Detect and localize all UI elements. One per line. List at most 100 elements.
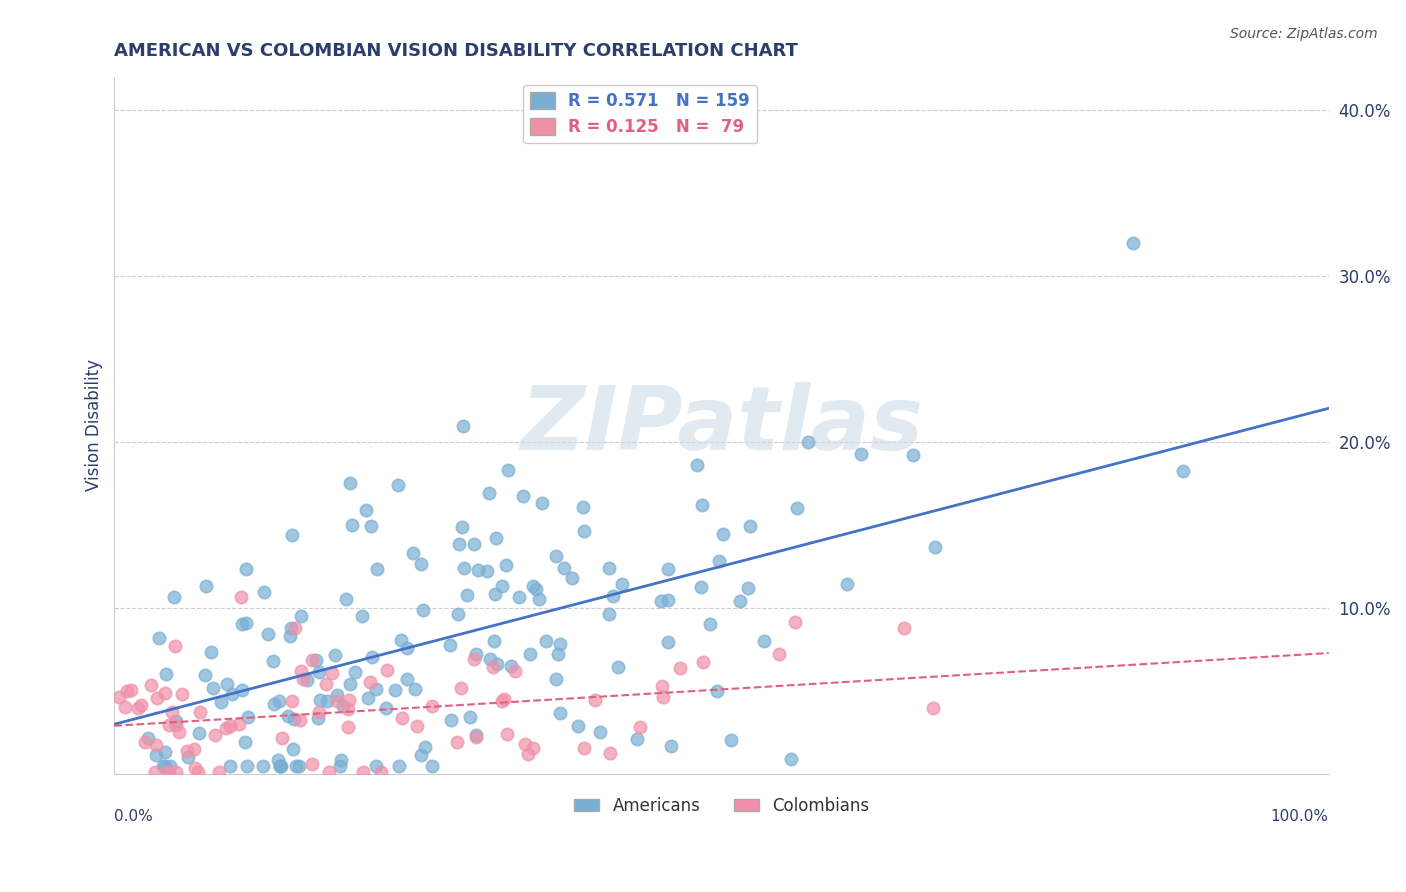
Point [464, 728, 486, 742]
Point [534, 633, 557, 648]
Point [200, 645, 222, 659]
Point [449, 537, 471, 551]
Point [194, 578, 217, 592]
Point [659, 739, 682, 754]
Point [657, 562, 679, 576]
Point [567, 719, 589, 733]
Point [463, 537, 485, 551]
Point [491, 579, 513, 593]
Point [360, 519, 382, 533]
Y-axis label: Vision Disability: Vision Disability [86, 359, 103, 491]
Point [463, 651, 485, 665]
Point [269, 759, 291, 773]
Point [406, 719, 429, 733]
Point [231, 616, 253, 631]
Point [233, 735, 256, 749]
Text: ZIPatlas: ZIPatlas [520, 382, 924, 469]
Text: 0.0%: 0.0% [114, 809, 153, 824]
Point [270, 759, 292, 773]
Point [657, 592, 679, 607]
Point [326, 688, 349, 702]
Point [547, 647, 569, 661]
Point [901, 448, 924, 462]
Point [323, 648, 346, 662]
Point [218, 759, 240, 773]
Point [465, 647, 488, 661]
Point [797, 434, 820, 449]
Point [522, 579, 544, 593]
Point [465, 730, 488, 744]
Point [215, 721, 238, 735]
Point [921, 701, 943, 715]
Point [318, 765, 340, 780]
Point [308, 705, 330, 719]
Point [692, 655, 714, 669]
Point [120, 682, 142, 697]
Point [495, 558, 517, 572]
Point [650, 594, 672, 608]
Point [589, 725, 612, 739]
Point [364, 759, 387, 773]
Point [389, 632, 412, 647]
Point [366, 681, 388, 696]
Point [139, 678, 162, 692]
Point [484, 586, 506, 600]
Point [228, 716, 250, 731]
Point [478, 485, 501, 500]
Point [283, 742, 305, 756]
Point [165, 714, 187, 728]
Point [269, 694, 291, 708]
Text: 100.0%: 100.0% [1271, 809, 1329, 824]
Point [501, 658, 523, 673]
Point [686, 458, 709, 472]
Point [699, 616, 721, 631]
Point [340, 518, 363, 533]
Point [768, 647, 790, 661]
Point [157, 765, 180, 780]
Point [668, 661, 690, 675]
Point [236, 759, 259, 773]
Point [165, 765, 187, 780]
Point [422, 759, 444, 773]
Point [108, 690, 131, 704]
Point [546, 549, 568, 563]
Point [157, 765, 180, 780]
Point [479, 652, 502, 666]
Point [292, 672, 315, 686]
Point [496, 463, 519, 477]
Point [145, 738, 167, 752]
Point [148, 632, 170, 646]
Point [209, 695, 232, 709]
Point [402, 546, 425, 560]
Point [387, 478, 409, 492]
Point [447, 607, 470, 622]
Point [176, 743, 198, 757]
Point [219, 719, 242, 733]
Point [598, 561, 620, 575]
Point [482, 633, 505, 648]
Point [512, 489, 534, 503]
Point [481, 659, 503, 673]
Point [229, 590, 252, 604]
Point [527, 591, 550, 606]
Point [163, 591, 186, 605]
Point [516, 747, 538, 761]
Point [651, 679, 673, 693]
Point [553, 561, 575, 575]
Point [395, 673, 418, 687]
Point [290, 608, 312, 623]
Point [155, 666, 177, 681]
Point [188, 705, 211, 719]
Point [201, 681, 224, 695]
Point [754, 633, 776, 648]
Point [204, 728, 226, 742]
Point [253, 584, 276, 599]
Point [290, 664, 312, 678]
Point [572, 500, 595, 514]
Point [339, 476, 361, 491]
Point [263, 697, 285, 711]
Point [370, 765, 392, 780]
Point [165, 717, 187, 731]
Point [153, 759, 176, 773]
Point [404, 682, 426, 697]
